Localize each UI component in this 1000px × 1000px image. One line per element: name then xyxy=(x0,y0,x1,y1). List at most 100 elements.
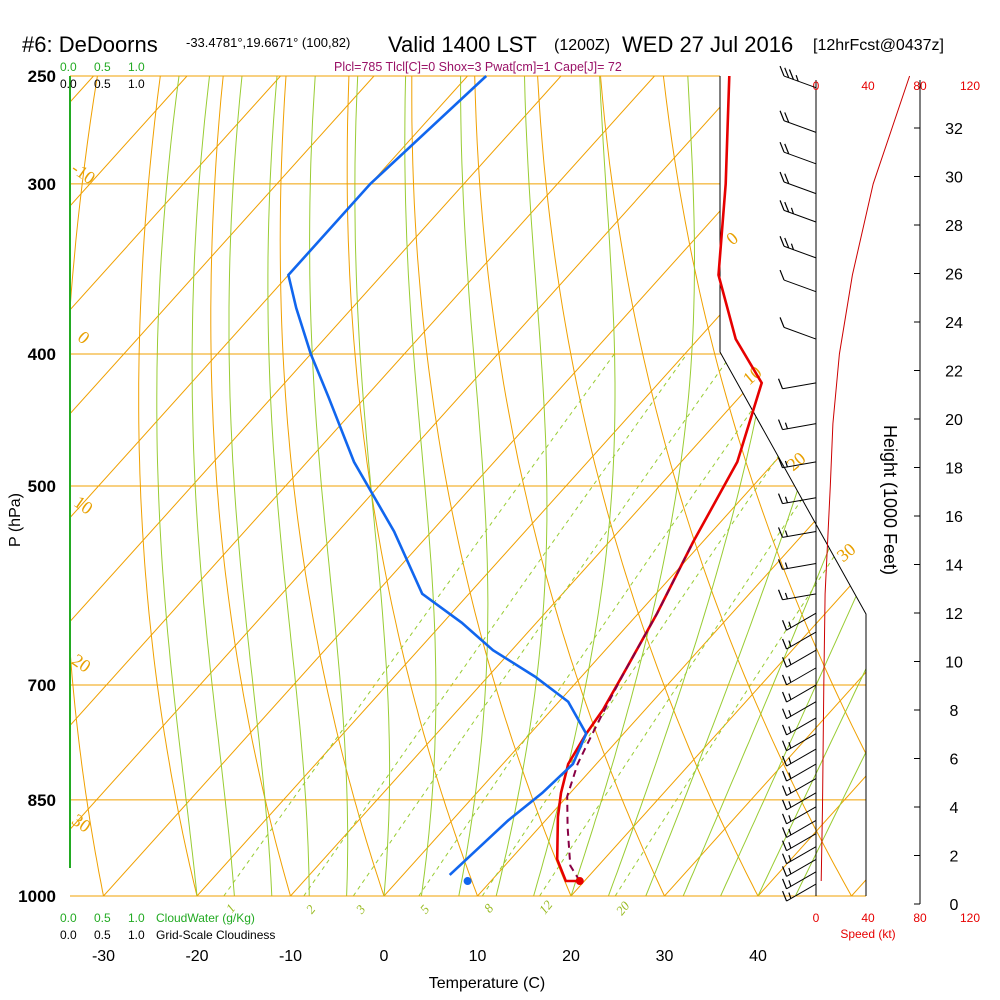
temperature-tick-label: 20 xyxy=(562,948,580,965)
wind-barb xyxy=(779,110,817,133)
speed-tick-bottom-0: 0 xyxy=(813,911,820,925)
height-tick-label: 24 xyxy=(945,315,963,332)
wind-barb xyxy=(777,378,817,390)
wind-barb xyxy=(777,493,817,505)
indices-line: Plcl=785 Tlcl[C]=0 Shox=3 Pwat[cm]=1 Cap… xyxy=(334,60,622,74)
moist-adiabat-line xyxy=(794,76,866,896)
pressure-tick-label: 1000 xyxy=(18,887,56,906)
surface-dewpoint-marker xyxy=(463,877,472,886)
wind-barb xyxy=(777,559,817,570)
speed-tick-top-2: 80 xyxy=(913,79,927,93)
wind-barb xyxy=(781,684,817,703)
height-tick-label: 0 xyxy=(950,897,959,914)
dry-adiabat-line xyxy=(138,76,205,896)
mixing-ratio-line xyxy=(481,353,849,896)
cloud-water-label: CloudWater (g/Kg) xyxy=(156,911,255,925)
height-tick-label: 28 xyxy=(945,218,963,235)
wind-barb xyxy=(781,846,817,865)
x-axis-label: Temperature (C) xyxy=(429,975,545,992)
speed-tick-top-0: 0 xyxy=(813,79,820,93)
plot-boundary xyxy=(719,76,867,896)
wind-barb xyxy=(781,833,817,852)
title-forecast: [12hrFcst@0437z] xyxy=(813,37,944,54)
height-tick-label: 22 xyxy=(945,364,963,381)
moist-adiabat-line xyxy=(228,76,273,896)
sounding-series xyxy=(286,75,764,886)
y-axis-label: P (hPa) xyxy=(7,493,24,547)
isotherm-line xyxy=(70,76,375,896)
title-coords: -33.4781°,19.6671° (100,82) xyxy=(186,35,350,50)
dry-adiabat-line xyxy=(536,76,774,896)
isobar-lines xyxy=(70,75,866,897)
height-tick-label: 10 xyxy=(945,655,963,672)
wind-barb xyxy=(777,527,817,538)
parcel-line xyxy=(566,541,694,882)
height-tick-label: 18 xyxy=(945,461,963,478)
dry-adiabat-line xyxy=(598,76,866,896)
dry-adiabat-line xyxy=(70,76,110,896)
pressure-tick-label: 250 xyxy=(28,67,56,86)
isotherm-line xyxy=(664,76,866,896)
wind-barb xyxy=(777,457,817,469)
cloud-scale-top-black-0: 0.0 xyxy=(60,77,77,91)
pressure-tick-label: 400 xyxy=(28,345,56,364)
wind-barb xyxy=(781,792,817,811)
wind-barb xyxy=(781,763,817,782)
moist-adiabat-line xyxy=(720,76,866,896)
wind-barb xyxy=(779,317,817,340)
moist-adiabat-line xyxy=(156,76,198,896)
dry-adiabat-line xyxy=(473,76,679,896)
speed-tick-bottom-1: 40 xyxy=(861,911,875,925)
cloud-scale-top-green-2: 1.0 xyxy=(128,60,145,74)
wind-barb xyxy=(781,667,817,686)
title-station: #6: DeDoorns xyxy=(22,32,158,57)
wind-barb xyxy=(781,778,817,797)
wind-barb xyxy=(781,858,817,877)
height-tick-label: 14 xyxy=(945,558,963,575)
moist-adiabat-line xyxy=(267,76,310,896)
title-date: WED 27 Jul 2016 xyxy=(622,32,793,57)
cloud-scale-top-black-2: 1.0 xyxy=(128,77,145,91)
wind-barb xyxy=(781,701,817,720)
wind-barbs xyxy=(777,65,817,902)
moist-adiabat-line xyxy=(191,76,235,896)
title-valid: Valid 1400 LST xyxy=(388,32,537,57)
wind-barb xyxy=(781,631,817,650)
speed-tick-bottom-2: 80 xyxy=(913,911,927,925)
speed-label: Speed (kt) xyxy=(840,927,895,941)
cloud-scale-bottom-green-1: 0.5 xyxy=(94,911,111,925)
moist-adiabat-line xyxy=(682,76,866,896)
wind-barb xyxy=(781,871,817,890)
temperature-tick-label: 40 xyxy=(749,948,767,965)
height-tick-label: 12 xyxy=(945,606,963,623)
height-tick-label: 20 xyxy=(945,412,963,429)
cloud-scale-top-black-1: 0.5 xyxy=(94,77,111,91)
temperature-tick-label: -30 xyxy=(92,948,115,965)
moist-adiabat-line xyxy=(458,76,489,896)
cloud-scale-bottom-green-0: 0.0 xyxy=(60,911,77,925)
height-tick-label: 2 xyxy=(950,849,959,866)
moist-adiabat-line xyxy=(533,76,616,896)
title-zulu: (1200Z) xyxy=(554,37,610,54)
temperature-tick-label: -10 xyxy=(279,948,302,965)
pressure-tick-label: 850 xyxy=(28,791,56,810)
speed-tick-top-3: 120 xyxy=(960,79,980,93)
speed-tick-top-1: 40 xyxy=(861,79,875,93)
temperature-tick-labels: -30 -20 -10 0 10 20 30 40 xyxy=(92,948,767,965)
right-axis-label: Height (1000 Feet) xyxy=(880,425,900,575)
temperature-tick-label: -20 xyxy=(185,948,208,965)
wind-barb xyxy=(781,883,817,902)
isotherm-line xyxy=(70,76,281,896)
cloudiness-scale-0: 0.0 xyxy=(60,928,77,942)
height-tick-label: 4 xyxy=(950,800,959,817)
speed-tick-bottom-3: 120 xyxy=(960,911,980,925)
wind-barb xyxy=(781,748,817,767)
wind-barb xyxy=(779,236,817,259)
cloudiness-scale-1: 0.5 xyxy=(94,928,111,942)
pressure-tick-label: 500 xyxy=(28,477,56,496)
temperature-tick-label: 0 xyxy=(380,948,389,965)
wind-barb xyxy=(779,200,817,223)
